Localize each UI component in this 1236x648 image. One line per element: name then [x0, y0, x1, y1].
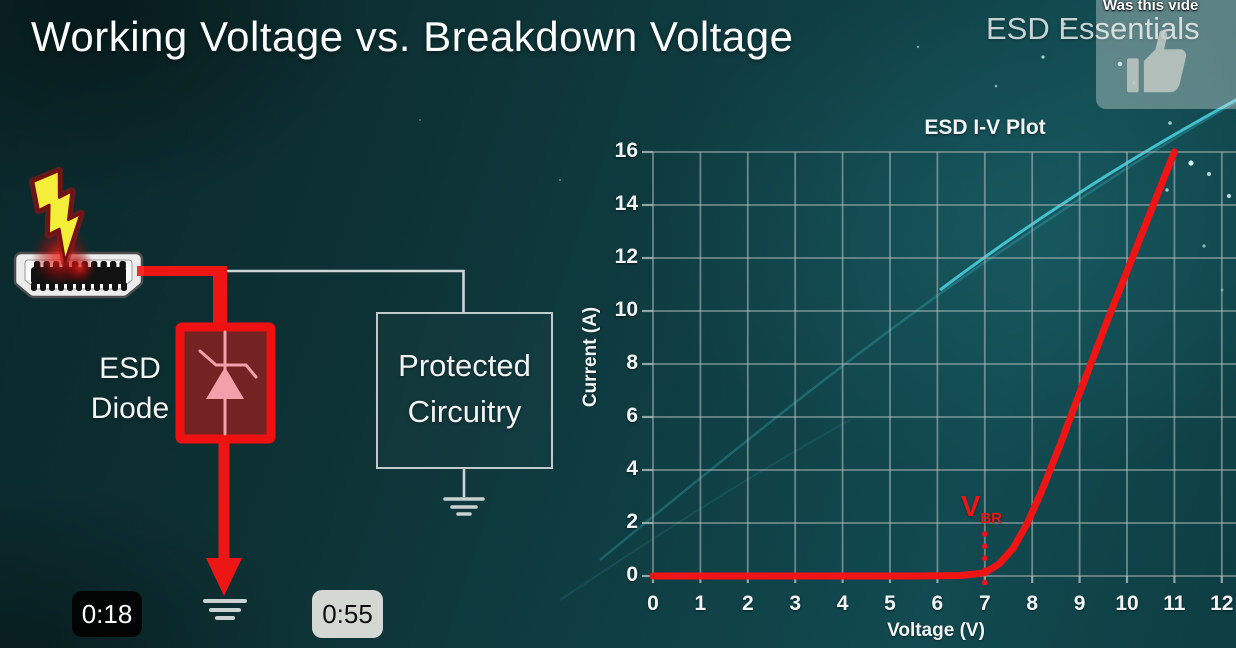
x-tick-label: 8 — [1026, 592, 1039, 615]
ground-symbol — [443, 497, 485, 516]
zener-diode-symbol — [198, 330, 258, 436]
y-tick-label: 10 — [614, 298, 638, 321]
background-swoosh — [419, 22, 1236, 601]
y-tick-label: 12 — [614, 245, 638, 268]
timestamp-label: 0:55 — [322, 598, 373, 629]
sparkle-particles — [419, 22, 1232, 292]
iv-plot-graphics — [642, 148, 1236, 595]
circuit-diagram — [13, 166, 553, 620]
protected-circuitry-box — [376, 312, 553, 516]
esd-diode-label: ESD Diode — [90, 352, 170, 425]
y-tick-label: 6 — [626, 404, 638, 427]
x-tick-label: 0 — [647, 592, 659, 615]
timestamp-chip-current[interactable]: 0:18 — [72, 591, 142, 637]
y-tick-label: 16 — [614, 139, 638, 162]
chart-title: ESD I-V Plot — [924, 116, 1046, 139]
timestamp-chip-preview[interactable]: 0:55 — [312, 590, 383, 638]
x-tick-label: 3 — [789, 592, 802, 615]
signal-wire — [226, 269, 465, 313]
y-tick-label: 0 — [626, 563, 638, 586]
x-tick-label: 12 — [1210, 592, 1234, 615]
x-tick-label: 1 — [694, 592, 707, 615]
page-title: Working Voltage vs. Breakdown Voltage — [31, 13, 794, 60]
ground-symbol — [203, 599, 247, 620]
y-tick-label: 8 — [626, 351, 638, 374]
thumbs-up-icon[interactable] — [1114, 22, 1224, 122]
esd-wire-horizontal — [140, 266, 226, 276]
x-tick-label: 11 — [1163, 592, 1186, 615]
y-tick-label: 2 — [626, 510, 638, 533]
x-tick-label: 9 — [1073, 592, 1086, 615]
x-tick-label: 4 — [836, 592, 849, 615]
x-tick-label: 10 — [1115, 592, 1139, 615]
x-tick-label: 5 — [884, 592, 896, 615]
x-tick-label: 7 — [978, 592, 991, 615]
esd-wire-vertical — [213, 266, 227, 326]
y-tick-label: 4 — [626, 457, 638, 480]
x-tick-label: 6 — [931, 592, 944, 615]
timestamp-label: 0:18 — [81, 598, 133, 629]
y-tick-label: 14 — [614, 192, 638, 215]
esd-diode-box — [175, 322, 276, 620]
x-tick-label: 2 — [741, 592, 754, 615]
vbr-annotation: VBR — [961, 491, 1003, 527]
lightning-bolt-icon — [29, 166, 96, 286]
protected-circuitry-label: Protected Circuitry — [398, 348, 531, 429]
iv-curve — [649, 148, 1178, 580]
x-axis-title: Voltage (V) — [887, 620, 985, 641]
like-prompt-text: Was this vide — [1103, 0, 1199, 14]
down-arrow-icon — [206, 558, 242, 596]
